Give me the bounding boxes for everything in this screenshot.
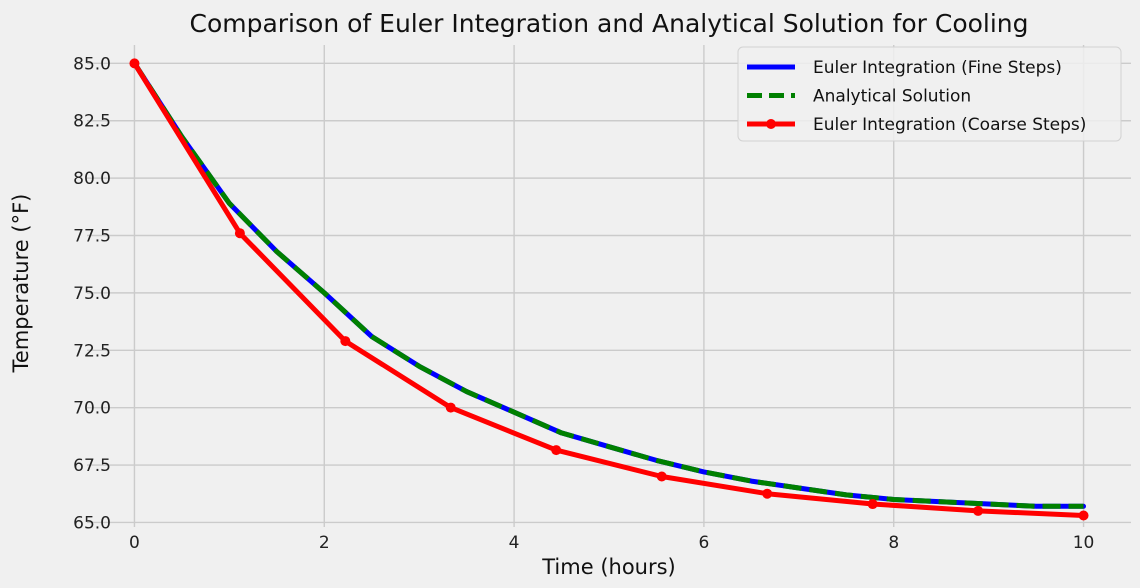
x-tick-label: 0	[129, 533, 140, 553]
legend-label: Analytical Solution	[813, 87, 971, 107]
x-tick-label: 10	[1073, 533, 1095, 553]
series-3-point	[973, 505, 984, 516]
x-tick-label: 4	[509, 533, 520, 553]
series-3-point	[656, 471, 667, 482]
legend-marker	[766, 119, 776, 129]
series-3-point	[867, 499, 878, 510]
y-tick-label: 72.5	[73, 341, 111, 361]
series-layer	[129, 58, 1089, 521]
series-line-3	[132, 60, 1086, 518]
grid	[87, 45, 1131, 527]
y-tick-label: 65.0	[73, 513, 111, 533]
legend-label: Euler Integration (Fine Steps)	[813, 58, 1062, 78]
series-line-2	[132, 62, 1084, 509]
series-3-point	[234, 228, 245, 239]
y-tick-label: 75.0	[73, 284, 111, 304]
x-tick-label: 8	[888, 533, 899, 553]
series-3-point	[340, 336, 351, 347]
series-3-point	[129, 58, 140, 69]
y-axis-label: Temperature (°F)	[9, 194, 33, 374]
x-axis-label: Time (hours)	[541, 555, 676, 579]
chart-title: Comparison of Euler Integration and Anal…	[189, 9, 1028, 38]
series-3-point	[445, 402, 456, 413]
x-tick-label: 6	[698, 533, 709, 553]
y-tick-label: 82.5	[73, 112, 111, 132]
x-tick-label: 2	[319, 533, 330, 553]
y-tick-label: 77.5	[73, 227, 111, 247]
series-3-point	[551, 445, 562, 456]
series-3-point	[762, 488, 773, 499]
legend-box	[737, 46, 1122, 142]
y-tick-label: 67.5	[73, 456, 111, 476]
series-3-point	[1078, 510, 1089, 521]
legend: Euler Integration (Fine Steps) Analytical…	[737, 46, 1122, 142]
y-tick-label: 80.0	[73, 169, 111, 189]
legend-label: Euler Integration (Coarse Steps)	[813, 115, 1086, 135]
y-tick-label: 70.0	[73, 399, 111, 419]
y-tick-label: 85.0	[73, 54, 111, 74]
tick-labels: 0 2 4 6 8 10 65.0 67.5 70.0 72.5 75.0 77.5 80.0 82.5 8…	[73, 54, 1094, 553]
